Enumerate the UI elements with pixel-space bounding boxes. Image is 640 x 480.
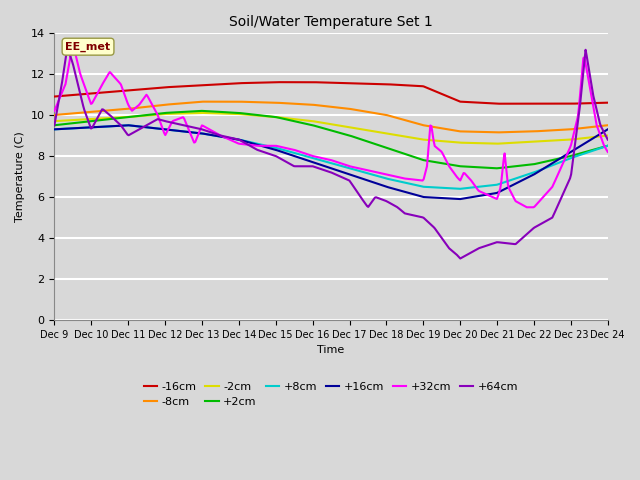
+2cm	[493, 166, 500, 171]
+32cm	[314, 155, 322, 160]
+8cm	[506, 178, 514, 183]
-16cm	[593, 100, 600, 106]
+32cm	[505, 186, 513, 192]
+64cm	[64, 46, 72, 51]
+16cm	[318, 162, 326, 168]
+32cm	[593, 122, 600, 128]
+64cm	[318, 167, 326, 172]
-8cm	[604, 122, 612, 128]
+64cm	[351, 186, 359, 192]
+2cm	[593, 146, 600, 152]
-8cm	[199, 99, 207, 105]
-16cm	[318, 80, 326, 85]
-8cm	[493, 130, 500, 135]
Legend: -16cm, -8cm, -2cm, +2cm, +8cm, +16cm, +32cm, +64cm: -16cm, -8cm, -2cm, +2cm, +8cm, +16cm, +3…	[140, 377, 523, 412]
+32cm	[69, 42, 77, 48]
+16cm	[381, 183, 388, 189]
+16cm	[604, 126, 612, 132]
+8cm	[381, 175, 388, 181]
+16cm	[456, 196, 464, 202]
-8cm	[351, 107, 359, 113]
+8cm	[593, 146, 600, 152]
Line: -16cm: -16cm	[54, 82, 608, 104]
+32cm	[604, 149, 612, 155]
-16cm	[604, 100, 612, 106]
-16cm	[494, 101, 502, 107]
-2cm	[51, 118, 58, 124]
Line: +16cm: +16cm	[54, 125, 608, 199]
X-axis label: Time: Time	[317, 345, 345, 355]
+64cm	[593, 107, 600, 113]
-16cm	[314, 80, 322, 85]
+2cm	[198, 108, 205, 114]
-8cm	[314, 102, 322, 108]
Title: Soil/Water Temperature Set 1: Soil/Water Temperature Set 1	[229, 15, 433, 29]
+2cm	[318, 125, 326, 131]
Line: +32cm: +32cm	[54, 45, 608, 207]
-8cm	[51, 112, 58, 118]
-16cm	[351, 81, 359, 86]
-16cm	[51, 94, 58, 99]
+32cm	[523, 204, 531, 210]
+2cm	[506, 164, 514, 170]
+16cm	[314, 161, 322, 167]
-2cm	[593, 134, 600, 140]
-2cm	[493, 141, 500, 146]
+2cm	[381, 144, 388, 150]
+16cm	[506, 183, 514, 189]
+64cm	[51, 122, 58, 128]
+8cm	[314, 157, 322, 163]
+16cm	[51, 126, 58, 132]
-16cm	[381, 81, 388, 87]
+64cm	[314, 165, 322, 171]
+2cm	[351, 134, 359, 140]
Line: -2cm: -2cm	[54, 113, 608, 144]
Line: -8cm: -8cm	[54, 102, 608, 132]
-2cm	[318, 120, 326, 125]
-2cm	[351, 125, 359, 131]
+32cm	[351, 165, 359, 170]
+8cm	[456, 186, 464, 192]
-16cm	[273, 79, 280, 85]
-2cm	[381, 130, 388, 136]
-8cm	[506, 129, 514, 135]
Y-axis label: Temperature (C): Temperature (C)	[15, 131, 25, 222]
Line: +8cm: +8cm	[54, 125, 608, 189]
-2cm	[506, 140, 514, 146]
+16cm	[124, 122, 131, 128]
+64cm	[506, 240, 514, 246]
Line: +64cm: +64cm	[54, 48, 608, 259]
+8cm	[51, 126, 58, 132]
+16cm	[351, 173, 359, 179]
+8cm	[351, 167, 359, 173]
-8cm	[318, 103, 326, 108]
-2cm	[314, 119, 322, 125]
+8cm	[124, 122, 131, 128]
+2cm	[51, 122, 58, 128]
+8cm	[604, 143, 612, 149]
Line: +2cm: +2cm	[54, 111, 608, 168]
-8cm	[593, 123, 600, 129]
-2cm	[198, 110, 205, 116]
+16cm	[593, 133, 600, 139]
+2cm	[604, 143, 612, 149]
+2cm	[314, 124, 322, 130]
-2cm	[604, 132, 612, 138]
+32cm	[51, 108, 58, 114]
+64cm	[456, 256, 464, 262]
+32cm	[318, 155, 326, 161]
+64cm	[604, 137, 612, 143]
Text: EE_met: EE_met	[65, 42, 111, 52]
+8cm	[318, 157, 326, 163]
+64cm	[381, 198, 388, 204]
-16cm	[506, 101, 514, 107]
-8cm	[381, 112, 388, 118]
+32cm	[381, 171, 388, 177]
